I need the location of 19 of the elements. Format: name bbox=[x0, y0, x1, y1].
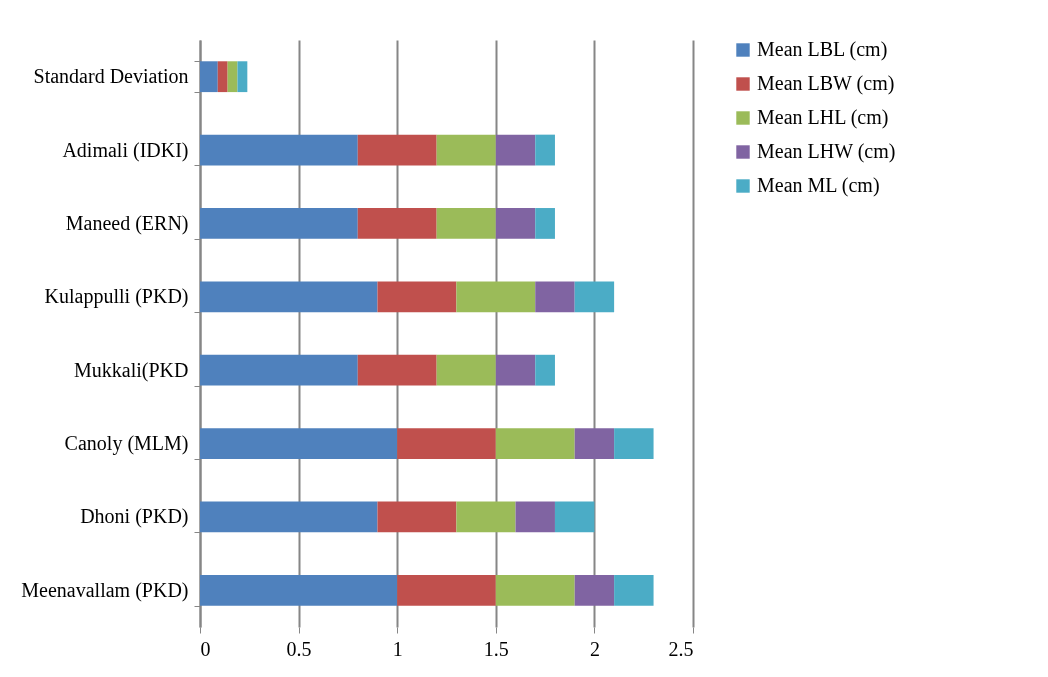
legend-label: Mean LHL (cm) bbox=[757, 106, 889, 129]
y-tick-label: Dhoni (PKD) bbox=[80, 505, 189, 529]
x-tick-label: 1.5 bbox=[483, 637, 509, 660]
y-tick-label: Standard Deviation bbox=[33, 65, 189, 88]
legend-label: Mean LHW (cm) bbox=[757, 140, 896, 163]
x-tick-label: 2.5 bbox=[668, 637, 694, 660]
y-tick-label: Mukkali(PKD bbox=[74, 358, 189, 382]
x-tick-label: 0.5 bbox=[286, 637, 312, 660]
y-tick-label: Kulappulli (PKD) bbox=[44, 285, 189, 309]
x-tick-label: 1 bbox=[392, 637, 403, 660]
y-tick-label: Adimali (IDKI) bbox=[62, 138, 189, 162]
legend-label: Mean ML (cm) bbox=[757, 174, 880, 197]
x-tick-label: 2 bbox=[589, 637, 600, 660]
y-tick-label: Maneed (ERN) bbox=[65, 211, 189, 235]
y-tick-label: Canoly (MLM) bbox=[64, 432, 189, 456]
legend-label: Mean LBL (cm) bbox=[757, 38, 888, 61]
x-tick-label: 0 bbox=[200, 637, 211, 660]
legend-label: Mean LBW (cm) bbox=[757, 72, 895, 95]
y-tick-label: Meenavallam (PKD) bbox=[21, 578, 189, 602]
